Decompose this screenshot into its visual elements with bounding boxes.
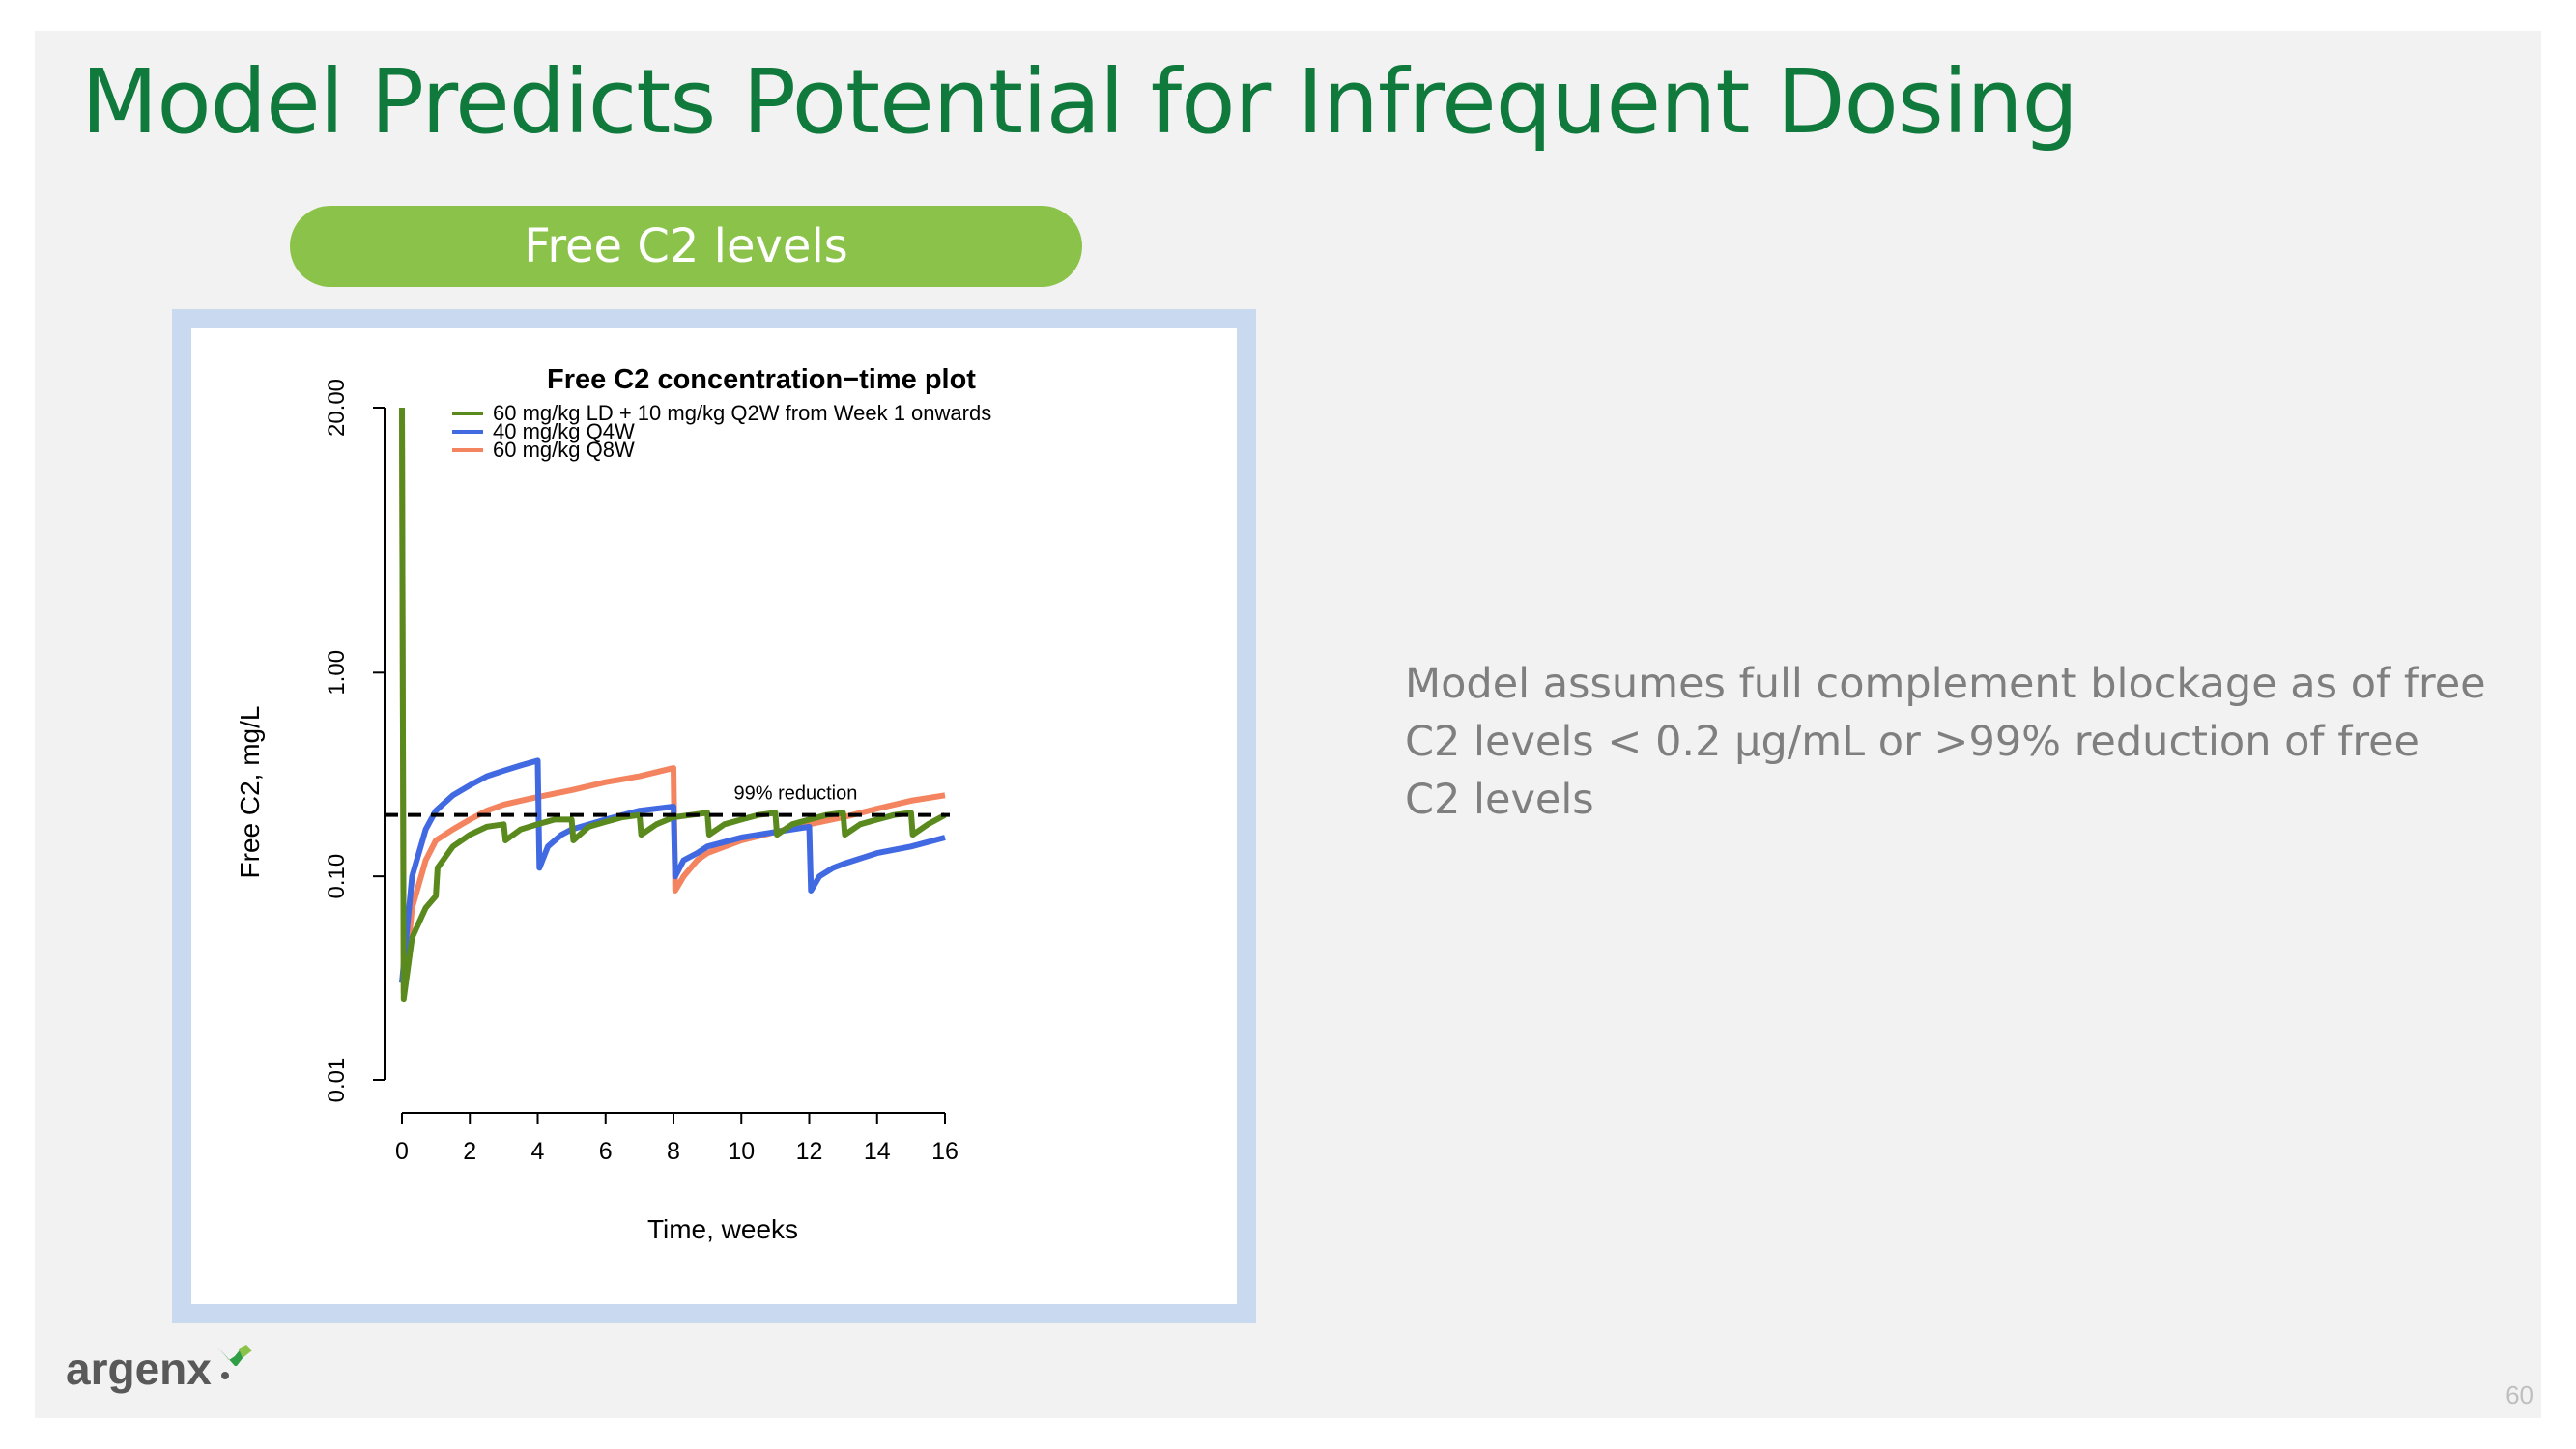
legend-label-2: 60 mg/kg Q8W xyxy=(493,438,635,462)
x-tick-label: 2 xyxy=(463,1138,476,1165)
legend: 60 mg/kg LD + 10 mg/kg Q2W from Week 1 o… xyxy=(452,401,991,462)
series-line-2 xyxy=(399,407,946,995)
y-tick-label: 0.01 xyxy=(324,1058,350,1103)
page-title: Model Predicts Potential for Infrequent … xyxy=(81,50,2078,154)
concentration-time-chart: 0.01 0.10 1.00 20.00 0 2 4 6 8 10 12 14 16 99% reduc… xyxy=(235,364,991,1244)
series-line-1 xyxy=(399,757,946,983)
series-line-0 xyxy=(399,407,947,1003)
chart-title: Free C2 concentration−time plot xyxy=(547,364,976,395)
logo-text: argenx xyxy=(66,1344,212,1394)
y-tick-label: 0.10 xyxy=(324,854,350,899)
logo-mark-icon xyxy=(217,1345,253,1379)
y-tick-label: 20.00 xyxy=(324,379,350,437)
x-tick-label: 14 xyxy=(864,1138,891,1165)
x-tick-label: 0 xyxy=(395,1138,409,1165)
legend-label-0: 60 mg/kg LD + 10 mg/kg Q2W from Week 1 o… xyxy=(493,401,991,425)
x-tick-label: 6 xyxy=(599,1138,613,1165)
x-tick-label: 8 xyxy=(667,1138,680,1165)
chart-frame: 0.01 0.10 1.00 20.00 0 2 4 6 8 10 12 14 16 99% reduc… xyxy=(172,309,1256,1323)
y-axis-label: Free C2, mg/L xyxy=(235,706,265,879)
chart-panel: 0.01 0.10 1.00 20.00 0 2 4 6 8 10 12 14 16 99% reduc… xyxy=(191,328,1237,1304)
argenx-logo: argenx xyxy=(66,1343,256,1401)
slide: Model Predicts Potential for Infrequent … xyxy=(35,31,2541,1418)
y-tick-label: 1.00 xyxy=(324,650,350,696)
x-tick-label: 10 xyxy=(728,1138,755,1165)
reference-line-label: 99% reduction xyxy=(734,783,858,805)
axes-layer: 0.01 0.10 1.00 20.00 0 2 4 6 8 10 12 14 16 xyxy=(324,379,959,1165)
x-axis-label: Time, weeks xyxy=(647,1214,798,1244)
page-number: 60 xyxy=(2505,1380,2533,1409)
legend-label-1: 40 mg/kg Q4W xyxy=(493,419,635,443)
series-layer xyxy=(399,407,947,1003)
x-tick-label: 4 xyxy=(531,1138,545,1165)
x-tick-label: 12 xyxy=(796,1138,823,1165)
section-pill-label: Free C2 levels xyxy=(290,206,1082,287)
model-assumption-text: Model assumes full complement blockage a… xyxy=(1405,660,2486,824)
x-tick-label: 16 xyxy=(931,1138,959,1165)
